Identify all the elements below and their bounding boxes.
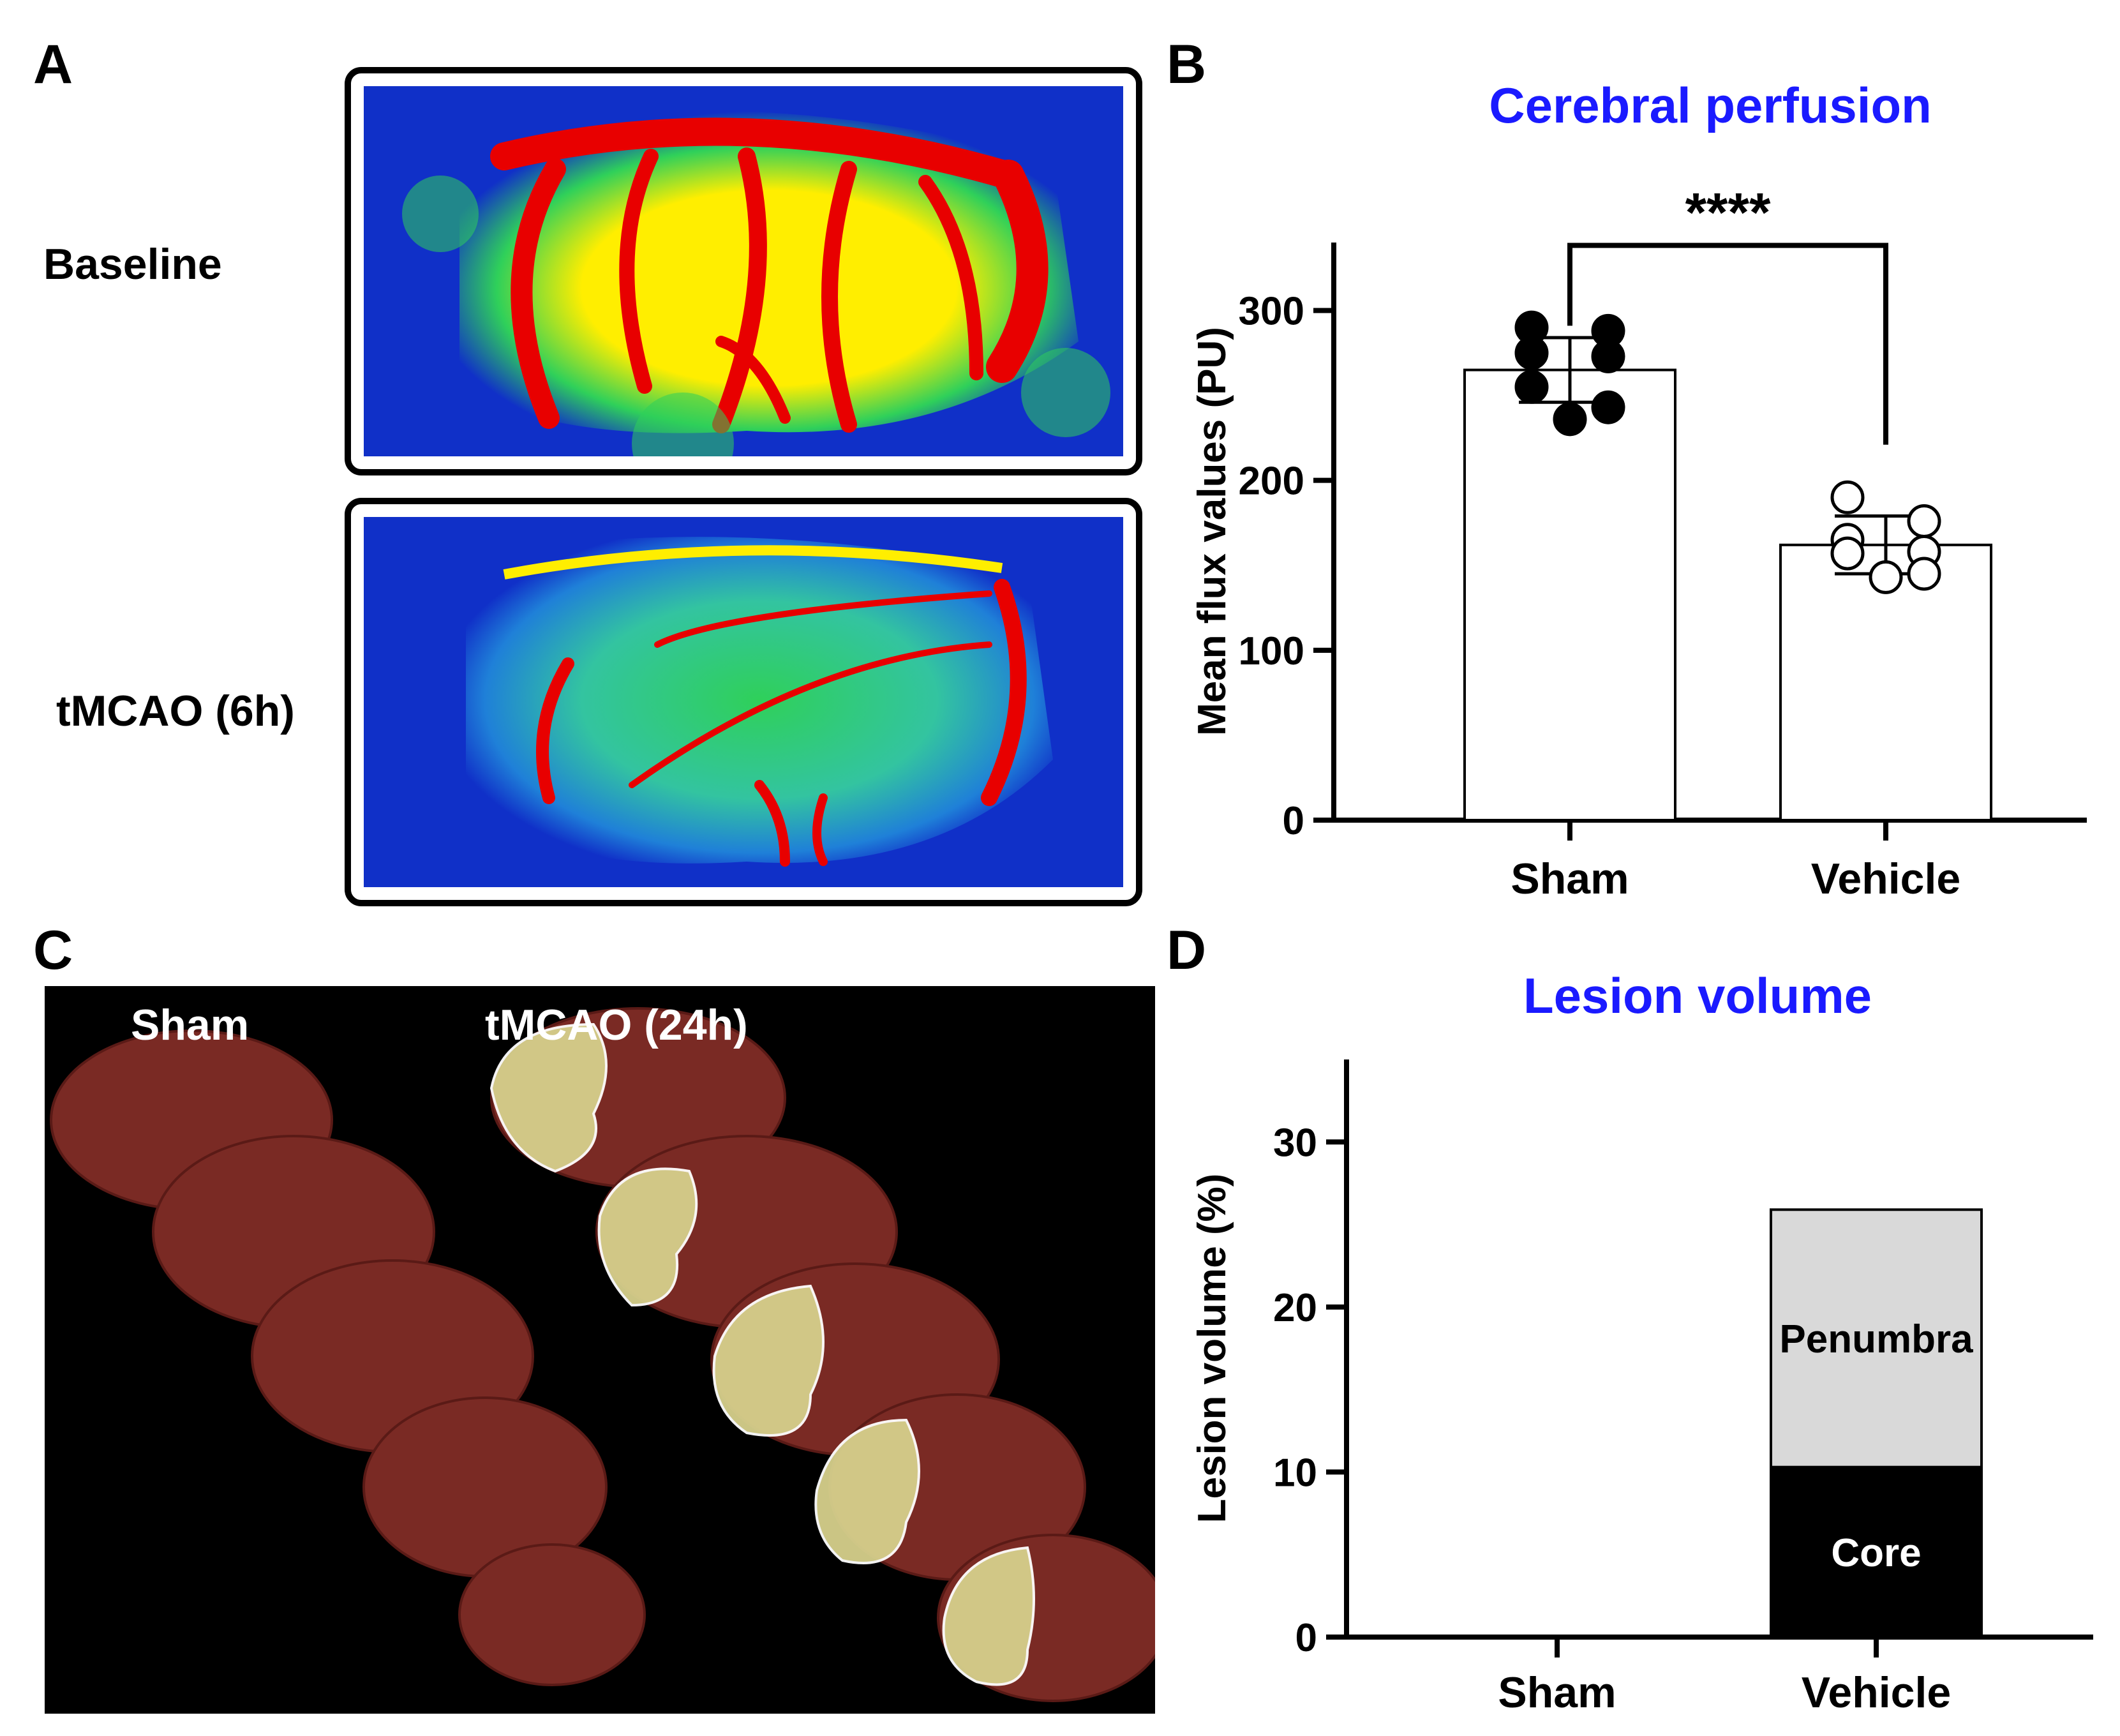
tmcao-flux-image [345,498,1142,906]
y-tick-label-0: 0 [1295,1616,1317,1660]
sham-group-label: Sham [131,1001,250,1049]
y-tick-label-20: 20 [1273,1286,1317,1330]
data-point-sham-5 [1591,390,1625,424]
y-tick-label-0: 0 [1283,799,1304,843]
data-point-vehicle-6 [1869,560,1903,594]
y-axis-label: Lesion volume (%) [1190,1174,1234,1523]
bar-segment-penumbra-vehicle [1770,1208,1983,1469]
tmcao-flux-svg [364,517,1123,887]
bar-sham [1463,368,1676,822]
lesion-chart: 0 10 20 30 Lesion volume (%) Sham Core Penumbra… [1190,1059,2093,1717]
x-tick-label-vehicle: Vehicle [1802,1668,1951,1717]
panel-letter-c: C [33,920,73,981]
row-label-baseline: Baseline [43,240,222,288]
perfusion-chart-title: Cerebral perfusion [1489,77,1932,133]
data-point-vehicle-0 [1830,480,1865,514]
tmcao-24h-group-label: tMCAO (24h) [485,1001,748,1049]
baseline-flux-map [364,86,1123,456]
panel-letter-d: D [1167,920,1207,981]
y-tick-label-300: 300 [1239,289,1304,333]
panel-letter-a: A [33,34,73,95]
data-point-sham-6 [1553,402,1587,437]
data-point-vehicle-1 [1907,504,1941,539]
data-point-sham-3 [1591,339,1625,373]
panel-letter-b: B [1167,34,1207,95]
y-tick-label-100: 100 [1239,629,1304,673]
y-tick-label-30: 30 [1273,1121,1317,1165]
ttc-slices-photo: Sham tMCAO (24h) [45,986,1155,1714]
segment-label-penumbra: Penumbra [1779,1317,1973,1361]
baseline-flux-image [345,67,1142,475]
x-tick-label-sham: Sham [1498,1668,1616,1717]
data-point-vehicle-5 [1907,557,1941,591]
y-tick-label-10: 10 [1273,1451,1317,1495]
data-point-sham-2 [1514,336,1549,370]
baseline-flux-svg [364,86,1123,456]
tmcao-flux-map [364,517,1123,887]
x-tick-label-sham: Sham [1511,855,1629,903]
slices-svg [50,1007,1155,1702]
x-tick-label-vehicle: Vehicle [1811,855,1960,903]
row-label-tmcao-6h: tMCAO (6h) [56,687,295,735]
segment-label-core: Core [1831,1531,1921,1575]
bar-segment-core-vehicle [1770,1465,1983,1639]
data-point-vehicle-4 [1830,536,1865,571]
lesion-chart-title: Lesion volume [1523,968,1872,1024]
y-axis-label: Mean flux values (PU) [1190,327,1234,736]
significance-label: **** [1685,183,1771,244]
y-tick-label-200: 200 [1239,460,1304,504]
data-point-sham-4 [1514,370,1549,404]
significance-bracket [1567,243,1888,445]
